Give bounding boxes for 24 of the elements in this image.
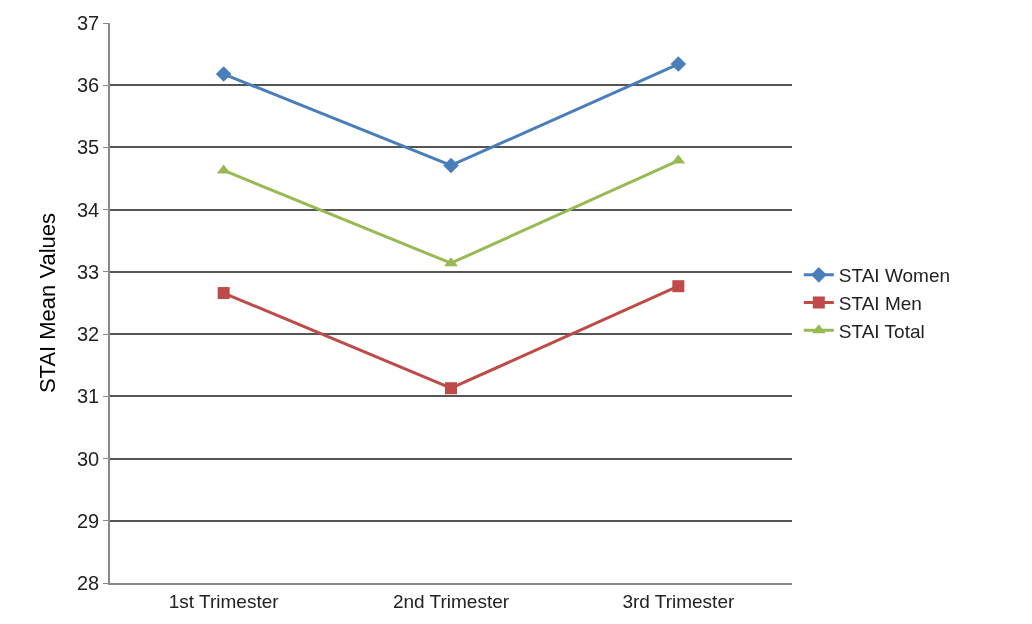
- point: [670, 56, 687, 72]
- y-tick-label: 31: [77, 385, 100, 408]
- legend-label: STAI Men: [838, 292, 922, 314]
- point: [443, 157, 459, 174]
- point: [444, 257, 458, 267]
- y-tick-label: 35: [77, 136, 100, 159]
- y-tick-label: 34: [77, 198, 100, 221]
- x-tick-label: 3rd Trimester: [622, 590, 735, 612]
- point: [445, 382, 457, 395]
- y-tick-label: 37: [77, 12, 100, 34]
- legend-label: STAI Women: [838, 265, 951, 287]
- y-tick-label: 30: [77, 447, 100, 470]
- y-axis-title: STAI Mean Values: [35, 212, 61, 394]
- y-tick-label: 32: [77, 323, 100, 346]
- y-tick-label: 29: [77, 509, 100, 532]
- point: [672, 280, 685, 293]
- y-tick-label: 36: [77, 74, 100, 97]
- x-tick-label: 2nd Trimester: [392, 590, 510, 612]
- point: [217, 287, 230, 300]
- y-tick-label: 28: [77, 572, 100, 594]
- legend-label: STAI Total: [838, 320, 925, 342]
- point: [215, 66, 232, 82]
- y-tick-label: 33: [77, 260, 100, 283]
- x-tick-label: 1st Trimester: [168, 590, 280, 612]
